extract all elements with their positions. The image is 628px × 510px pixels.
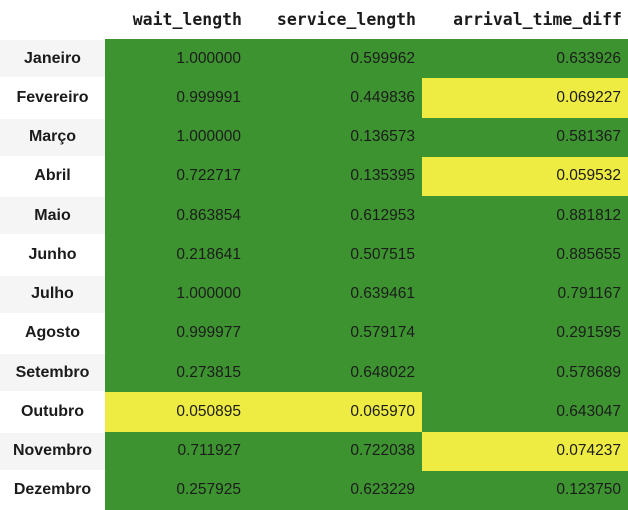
table-cell: 0.136573 xyxy=(248,117,422,157)
table-cell: 0.065970 xyxy=(248,392,422,432)
row-label-setembro: Setembro xyxy=(0,353,105,393)
row-label-junho: Junho xyxy=(0,235,105,275)
row-label-fevereiro: Fevereiro xyxy=(0,78,105,118)
row-label-julho: Julho xyxy=(0,274,105,314)
table-cell: 0.218641 xyxy=(105,235,248,275)
row-label-marco: Março xyxy=(0,117,105,157)
row-label-novembro: Novembro xyxy=(0,431,105,471)
column-header-arrival-time-diff: arrival_time_diff xyxy=(453,10,622,29)
row-label-janeiro: Janeiro xyxy=(0,39,105,79)
table-cell: 0.291595 xyxy=(422,313,628,353)
table-cell: 1.000000 xyxy=(105,39,248,79)
row-label-abril: Abril xyxy=(0,156,105,196)
table-cell: 1.000000 xyxy=(105,274,248,314)
table-cell: 0.711927 xyxy=(105,431,248,471)
table-cell: 0.123750 xyxy=(422,470,628,510)
table-cell: 0.881812 xyxy=(422,196,628,236)
table-cell: 0.059532 xyxy=(422,156,628,196)
table-cell: 0.069227 xyxy=(422,78,628,118)
table-cell: 0.623229 xyxy=(248,470,422,510)
table-cell: 0.579174 xyxy=(248,313,422,353)
column-header-wait-length: wait_length xyxy=(132,10,242,29)
table-cell: 0.135395 xyxy=(248,156,422,196)
table-cell: 0.633926 xyxy=(422,39,628,79)
row-label-outubro: Outubro xyxy=(0,392,105,432)
index-header-corner xyxy=(0,0,105,39)
table-cell: 0.612953 xyxy=(248,196,422,236)
table-cell: 0.648022 xyxy=(248,353,422,393)
table-cell: 0.273815 xyxy=(105,353,248,393)
row-label-dezembro: Dezembro xyxy=(0,470,105,510)
table-cell: 0.449836 xyxy=(248,78,422,118)
table-cell: 0.639461 xyxy=(248,274,422,314)
table-cell: 0.578689 xyxy=(422,353,628,393)
table-cell: 0.722717 xyxy=(105,156,248,196)
row-label-maio: Maio xyxy=(0,196,105,236)
table-cell: 0.722038 xyxy=(248,431,422,471)
table-cell: 1.000000 xyxy=(105,117,248,157)
table-cell: 0.074237 xyxy=(422,431,628,471)
table-cell: 0.599962 xyxy=(248,39,422,79)
row-label-agosto: Agosto xyxy=(0,313,105,353)
table-cell: 0.050895 xyxy=(105,392,248,432)
table-cell: 0.581367 xyxy=(422,117,628,157)
table-cell: 0.999977 xyxy=(105,313,248,353)
table-cell: 0.791167 xyxy=(422,274,628,314)
table-cell: 0.999991 xyxy=(105,78,248,118)
table-cell: 0.885655 xyxy=(422,235,628,275)
table-cell: 0.257925 xyxy=(105,470,248,510)
table-cell: 0.863854 xyxy=(105,196,248,236)
column-header-service-length: service_length xyxy=(276,10,416,29)
table-cell: 0.507515 xyxy=(248,235,422,275)
table-cell: 0.643047 xyxy=(422,392,628,432)
